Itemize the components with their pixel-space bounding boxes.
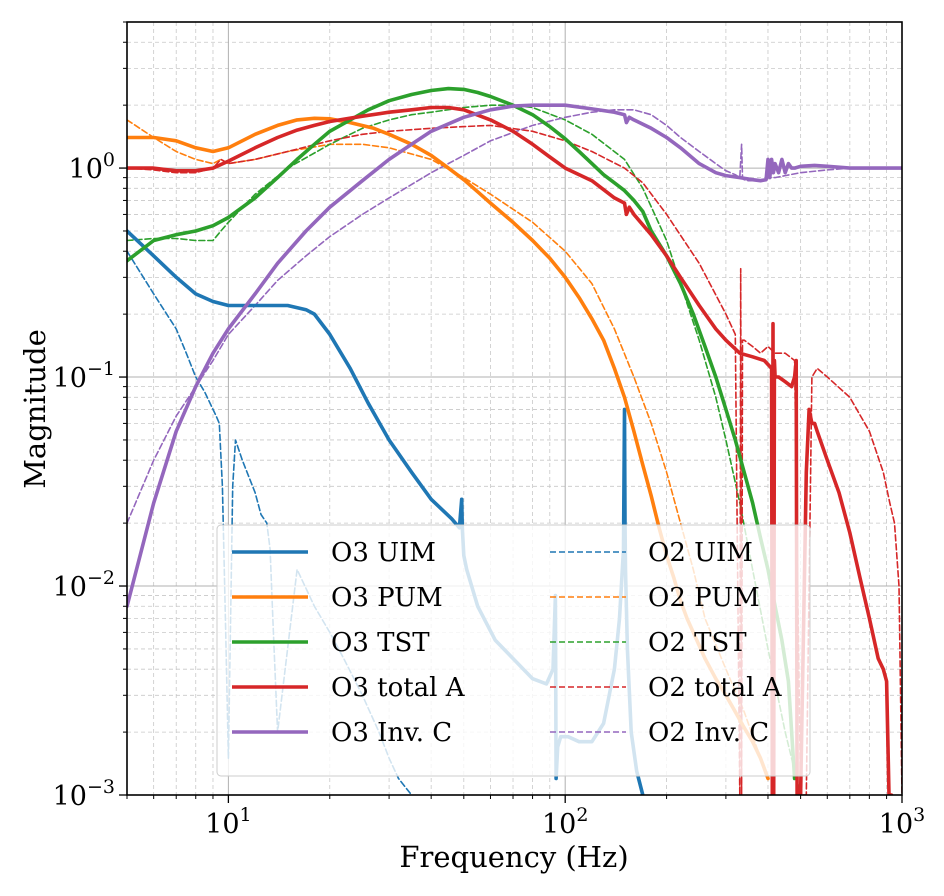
x-axis-label: Frequency (Hz) [399,840,628,874]
x-tick-label: 102 [542,804,588,840]
legend: O3 UIM O3 PUM O3 TST O3 total A O3 Inv. C O2 … [216,524,811,777]
y-tick-label: 10−2 [53,567,115,603]
y-tick-label: 10−1 [53,358,115,394]
legend-label: O3 TST [331,628,430,658]
legend-label: O3 UIM [331,538,436,568]
legend-label: O2 TST [648,628,747,658]
x-tick-labels: 101 102 103 [205,804,925,840]
series-line-o3-tst [127,86,797,781]
legend-label: O2 PUM [648,583,760,613]
y-tick-labels: 10−3 10−2 10−1 100 [53,149,115,812]
legend-label: O2 UIM [648,538,753,568]
legend-label: O2 Inv. C [648,718,769,748]
x-tick-label: 101 [205,804,251,840]
legend-label: O3 total A [331,673,466,703]
y-tick-label: 10−3 [53,776,115,812]
series-line-o2-total-a [127,124,902,795]
x-tick-label: 103 [879,804,925,840]
axes-frame [126,21,903,796]
legend-label: O3 PUM [331,583,443,613]
legend-box [216,524,811,777]
legend-label: O2 total A [648,673,783,703]
y-axis-label: Magnitude [18,329,52,489]
series-line-o2-tst [127,104,802,795]
y-tick-label: 100 [69,149,115,185]
series-line-o2-inv-c [127,109,902,524]
series-line-o3-inv-c [127,103,902,609]
series-line-o3-total-a [127,105,894,795]
legend-label: O3 Inv. C [331,718,452,748]
